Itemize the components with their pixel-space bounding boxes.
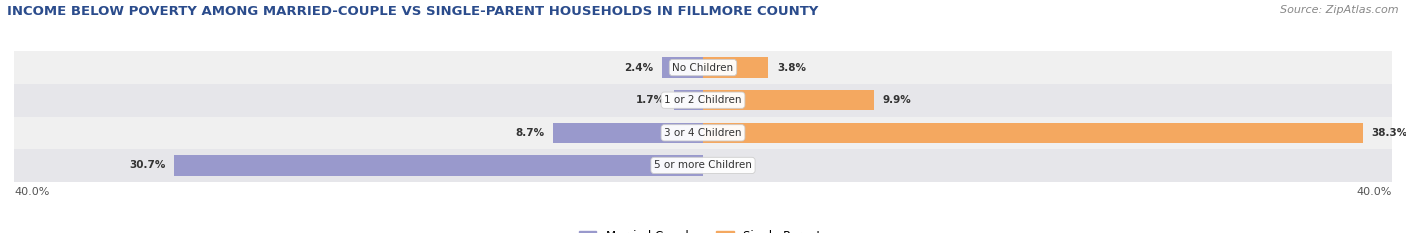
Bar [14, 116, 1392, 149]
Bar [673, 90, 703, 110]
Text: 0.0%: 0.0% [711, 161, 741, 170]
Text: 38.3%: 38.3% [1371, 128, 1406, 138]
Text: 1.7%: 1.7% [636, 95, 665, 105]
Bar [703, 90, 873, 110]
Text: 40.0%: 40.0% [14, 187, 49, 197]
Bar [14, 149, 1392, 182]
Bar [703, 123, 1362, 143]
Text: 30.7%: 30.7% [129, 161, 166, 170]
Text: 3 or 4 Children: 3 or 4 Children [664, 128, 742, 138]
Text: No Children: No Children [672, 63, 734, 72]
Legend: Married Couples, Single Parents: Married Couples, Single Parents [574, 225, 832, 233]
Bar [14, 51, 1392, 84]
Bar [703, 58, 769, 78]
Text: Source: ZipAtlas.com: Source: ZipAtlas.com [1281, 5, 1399, 15]
Text: 5 or more Children: 5 or more Children [654, 161, 752, 170]
Text: 1 or 2 Children: 1 or 2 Children [664, 95, 742, 105]
Text: 9.9%: 9.9% [882, 95, 911, 105]
Bar [174, 155, 703, 175]
Text: INCOME BELOW POVERTY AMONG MARRIED-COUPLE VS SINGLE-PARENT HOUSEHOLDS IN FILLMOR: INCOME BELOW POVERTY AMONG MARRIED-COUPL… [7, 5, 818, 18]
Text: 8.7%: 8.7% [516, 128, 544, 138]
Text: 3.8%: 3.8% [778, 63, 806, 72]
Text: 40.0%: 40.0% [1357, 187, 1392, 197]
Bar [14, 84, 1392, 116]
Text: 2.4%: 2.4% [624, 63, 652, 72]
Bar [662, 58, 703, 78]
Bar [553, 123, 703, 143]
